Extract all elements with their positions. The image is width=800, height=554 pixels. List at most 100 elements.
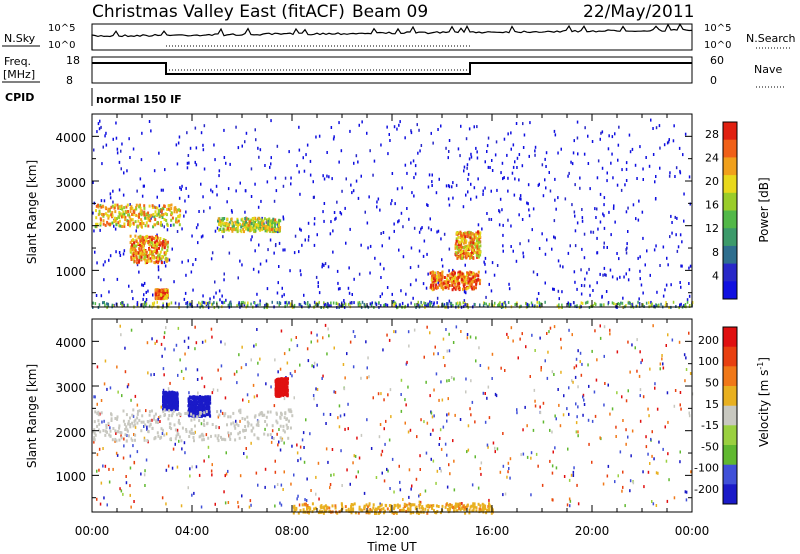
power-scatter-pixel: [237, 276, 239, 280]
power-scatter-pixel: [333, 135, 335, 139]
power-scatter-pixel: [491, 261, 494, 265]
power-ground-pixel: [630, 304, 632, 308]
velocity-echo-pixel: [196, 400, 199, 404]
power-scatter-pixel: [495, 140, 498, 144]
power-scatter-pixel: [278, 241, 281, 245]
velocity-scatter-pixel: [154, 341, 156, 345]
velocity-echo-pixel: [165, 394, 168, 398]
power-echo-pixel: [162, 213, 165, 216]
power-echo-pixel: [466, 247, 469, 250]
velocity-scatter-pixel: [542, 420, 545, 424]
power-echo-pixel: [463, 280, 466, 284]
power-echo-pixel: [138, 260, 140, 264]
velocity-echo-pixel: [215, 426, 218, 429]
velocity-scatter-pixel: [196, 378, 199, 381]
power-ground-pixel: [121, 304, 123, 308]
velocity-scatter-pixel: [93, 440, 95, 444]
power-ground-pixel: [455, 302, 457, 306]
power-scatter-pixel: [239, 259, 241, 263]
power-scatter-pixel: [118, 188, 121, 192]
velocity-echo-pixel: [193, 411, 195, 415]
power-scatter-pixel: [485, 295, 487, 299]
power-scatter-pixel: [438, 177, 440, 181]
power-scatter-pixel: [326, 174, 328, 178]
colorbar-tick-label: 28: [705, 128, 719, 141]
power-scatter-pixel: [655, 126, 658, 130]
velocity-scatter-pixel: [316, 333, 318, 337]
power-ground-pixel: [485, 302, 487, 306]
power-scatter-pixel: [574, 280, 576, 284]
power-scatter-pixel: [119, 254, 122, 257]
power-echo-pixel: [463, 282, 466, 286]
power-ground-pixel: [318, 300, 320, 304]
power-scatter-pixel: [602, 212, 604, 216]
velocity-echo-pixel: [199, 395, 202, 398]
power-scatter-pixel: [510, 224, 512, 228]
power-scatter-pixel: [270, 119, 272, 123]
power-scatter-pixel: [387, 152, 389, 156]
power-ground-pixel: [223, 300, 226, 304]
velocity-scatter-pixel: [446, 419, 448, 423]
velocity-scatter-pixel: [679, 391, 682, 394]
velocity-scatter-pixel: [562, 413, 565, 417]
velocity-scatter-pixel: [109, 426, 111, 430]
power-scatter-pixel: [183, 297, 186, 301]
power-ground-pixel: [201, 304, 203, 308]
velocity-scatter-pixel: [533, 388, 536, 392]
velocity-scatter-pixel: [315, 475, 317, 479]
power-scatter-pixel: [675, 166, 678, 170]
velocity-scatter-pixel: [162, 388, 165, 392]
power-ground-pixel: [196, 303, 199, 307]
power-echo-pixel: [136, 241, 139, 245]
velocity-scatter-pixel: [432, 428, 434, 432]
power-echo-pixel: [470, 277, 473, 281]
velocity-scatter-pixel: [467, 448, 470, 452]
power-scatter-pixel: [251, 235, 253, 239]
power-scatter-pixel: [521, 164, 524, 168]
power-echo-pixel: [100, 205, 103, 209]
power-scatter-pixel: [654, 180, 656, 184]
velocity-scatter-pixel: [283, 470, 285, 474]
velocity-scatter-pixel: [305, 418, 307, 422]
velocity-scatter-pixel: [607, 464, 610, 468]
velocity-scatter-pixel: [452, 341, 455, 344]
power-ground-pixel: [493, 304, 495, 308]
velocity-echo-pixel: [105, 426, 108, 430]
power-ground-pixel: [170, 301, 173, 305]
power-scatter-pixel: [436, 296, 439, 300]
velocity-scatter-pixel: [280, 483, 283, 487]
power-scatter-pixel: [515, 122, 518, 125]
power-echo-pixel: [165, 213, 168, 217]
velocity-echo-pixel: [266, 410, 269, 414]
power-scatter-pixel: [160, 188, 163, 192]
velocity-echo-pixel: [282, 428, 285, 432]
power-echo-pixel: [160, 261, 163, 265]
power-scatter-pixel: [360, 243, 362, 247]
velocity-scatter-pixel: [136, 403, 139, 407]
velocity-scatter-pixel: [194, 347, 196, 351]
power-scatter-pixel: [513, 193, 516, 197]
power-echo-pixel: [435, 283, 438, 287]
power-echo-pixel: [278, 228, 281, 231]
velocity-scatter-pixel: [506, 475, 508, 479]
power-echo-pixel: [122, 215, 125, 219]
power-scatter-pixel: [581, 208, 583, 211]
velocity-echo-pixel: [125, 439, 128, 443]
velocity-scatter-pixel: [243, 452, 245, 455]
velocity-echo-pixel: [229, 437, 232, 441]
velocity-scatter-pixel: [367, 356, 369, 360]
power-scatter-pixel: [351, 293, 353, 296]
power-echo-pixel: [111, 221, 114, 225]
power-scatter-pixel: [337, 287, 340, 291]
power-echo-pixel: [432, 287, 435, 291]
power-echo-pixel: [267, 224, 270, 228]
power-ground-pixel: [660, 302, 662, 306]
velocity-scatter-pixel: [289, 372, 292, 376]
power-echo-pixel: [134, 220, 137, 224]
power-ground-pixel: [304, 302, 307, 306]
power-ground-pixel: [580, 301, 583, 305]
power-echo-pixel: [154, 218, 157, 221]
velocity-scatter-pixel: [631, 429, 634, 433]
power-ground-pixel: [499, 301, 501, 305]
power-ground-pixel: [202, 300, 205, 304]
